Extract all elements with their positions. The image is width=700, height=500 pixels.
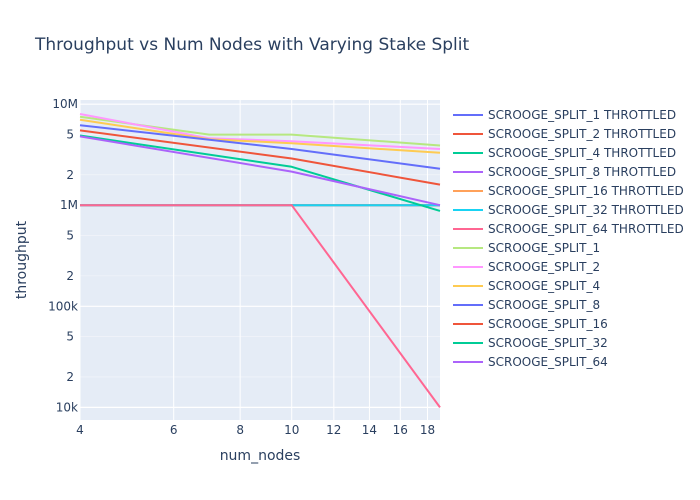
x-tick-label: 12 [326,423,341,437]
x-tick-label: 8 [236,423,244,437]
y-minor-tick-label: 2 [66,168,74,182]
legend-label[interactable]: SCROOGE_SPLIT_4 THROTTLED [488,146,676,160]
legend-label[interactable]: SCROOGE_SPLIT_64 [488,355,608,369]
y-tick-label: 1M [60,198,78,212]
chart-title: Throughput vs Num Nodes with Varying Sta… [34,35,469,55]
series-line-10 [79,118,441,154]
y-minor-tick-label: 5 [66,330,74,344]
y-axis-title: throughput [14,220,30,299]
y-minor-tick-label: 5 [66,128,74,142]
plot-area [80,100,440,420]
legend-label[interactable]: SCROOGE_SPLIT_8 THROTTLED [488,165,676,179]
legend: SCROOGE_SPLIT_1 THROTTLED SCROOGE_SPLIT_2… [453,108,684,369]
x-tick-label: 10 [284,423,299,437]
y-minor-tick-label: 2 [66,269,74,283]
x-axis-title: num_nodes [220,448,301,464]
x-tick-label: 6 [170,423,178,437]
x-tick-label: 18 [420,423,435,437]
y-tick-label: 10M [52,97,78,111]
y-tick-labels: 2 5 2 5 2 5 10k 100k 1M 10M [48,97,78,414]
series-line-12 [79,129,441,186]
x-tick-labels: 4 6 8 10 12 14 16 18 [76,423,435,437]
series-line-7 [80,204,441,408]
legend-label[interactable]: SCROOGE_SPLIT_1 THROTTLED [488,108,676,122]
y-minor-tick-label: 5 [66,229,74,243]
y-tick-label: 100k [48,299,78,313]
x-tick-label: 16 [393,423,408,437]
series-line-11 [79,124,441,170]
legend-label[interactable]: SCROOGE_SPLIT_64 THROTTLED [488,222,684,236]
y-minor-tick-label: 2 [66,370,74,384]
series-line-13 [79,134,441,212]
y-tick-label: 10k [56,400,78,414]
legend-label[interactable]: SCROOGE_SPLIT_2 THROTTLED [488,127,676,141]
legend-label[interactable]: SCROOGE_SPLIT_32 [488,336,608,350]
legend-label[interactable]: SCROOGE_SPLIT_32 THROTTLED [488,203,684,217]
x-tick-label: 4 [76,423,84,437]
legend-label[interactable]: SCROOGE_SPLIT_1 [488,241,600,255]
legend-label[interactable]: SCROOGE_SPLIT_2 [488,260,600,274]
series-line-9 [79,113,441,150]
legend-label[interactable]: SCROOGE_SPLIT_16 THROTTLED [488,184,684,198]
series-lines [79,113,441,408]
legend-label[interactable]: SCROOGE_SPLIT_4 [488,279,600,293]
series-line-14 [79,135,441,207]
x-tick-label: 14 [362,423,377,437]
legend-label[interactable]: SCROOGE_SPLIT_16 [488,317,608,331]
legend-label[interactable]: SCROOGE_SPLIT_8 [488,298,600,312]
grid [79,100,440,420]
